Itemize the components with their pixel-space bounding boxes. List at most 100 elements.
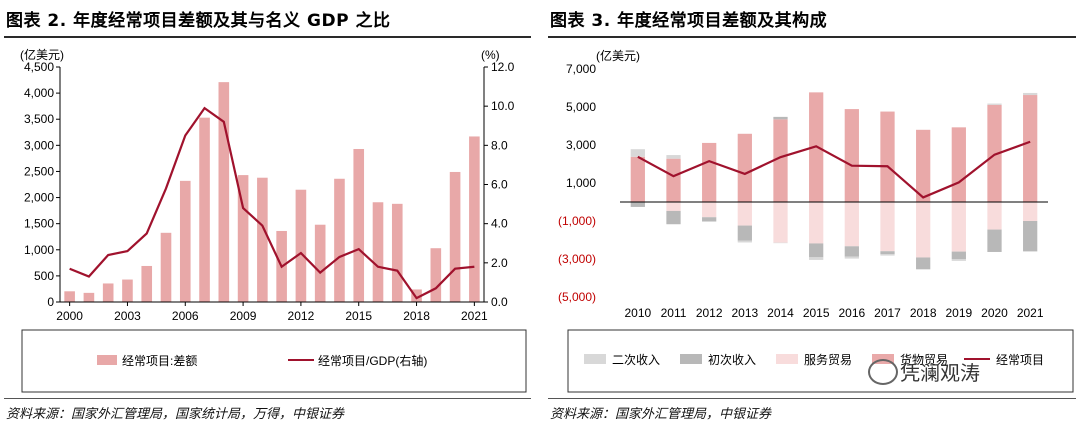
right-y-tick-label: (5,000) xyxy=(558,290,596,304)
left-legend-bar-swatch xyxy=(97,355,117,365)
left-x-tick-label: 2003 xyxy=(114,309,141,323)
right-bar-primary-income-2012 xyxy=(702,217,717,221)
right-x-tick-label: 2013 xyxy=(731,306,758,320)
left-y-tick-label: 3,000 xyxy=(24,138,54,152)
left-x-tick-label: 2015 xyxy=(345,309,372,323)
wechat-icon xyxy=(868,359,898,385)
right-bar-secondary-income-2010 xyxy=(630,149,645,157)
right-bar-goods-2010 xyxy=(630,156,645,202)
right-x-tick-label: 2016 xyxy=(838,306,865,320)
right-bar-goods-2017 xyxy=(880,111,895,202)
right-current-account-line xyxy=(637,140,1031,199)
left-bar-2000 xyxy=(64,291,75,302)
right-bar-secondary-income-2011 xyxy=(666,155,681,159)
left-y2-tick-label: 4.0 xyxy=(491,217,508,231)
right-legend-label-primary: 初次收入 xyxy=(708,353,756,367)
right-chart: (亿美元) (5,000) (3,000) (1,000) 1,000 3,000 5,0… xyxy=(558,48,1074,393)
left-y2-tick-label: 8.0 xyxy=(491,138,508,152)
right-bar-primary-income-2011 xyxy=(666,210,681,225)
left-y-tick-label: 3,500 xyxy=(24,112,54,126)
left-y2-tick-label: 10.0 xyxy=(491,99,515,113)
right-bar-secondary-income-2012 xyxy=(702,221,717,222)
right-bar-secondary-income-2019 xyxy=(951,259,966,261)
right-bar-services-2020 xyxy=(987,202,1002,230)
right-bar-services-2021 xyxy=(1023,202,1038,221)
left-bar-2004 xyxy=(141,265,153,302)
right-bar-primary-income-2013 xyxy=(737,225,752,241)
left-bar-2007 xyxy=(199,117,210,303)
left-y-tick-label: 4,000 xyxy=(24,86,54,100)
watermark: 凭澜观涛 xyxy=(900,361,980,385)
right-x-tick-label: 2015 xyxy=(803,306,830,320)
left-bar-2013 xyxy=(314,224,326,302)
right-bar-services-2014 xyxy=(773,202,788,243)
right-x-tick-label: 2021 xyxy=(1017,306,1044,320)
left-legend-bar-label: 经常项目:差额 xyxy=(122,354,197,368)
right-bar-secondary-income-2018 xyxy=(916,269,931,270)
left-source: 资料来源：国家外汇管理局，国家统计局，万得，中银证券 xyxy=(6,407,345,422)
right-legend-swatch-primary xyxy=(680,354,702,364)
left-bar-2001 xyxy=(83,292,95,302)
left-bar-2015 xyxy=(353,148,365,302)
left-bar-2016 xyxy=(372,202,384,302)
left-bar-2014 xyxy=(334,178,345,302)
right-bar-services-2012 xyxy=(702,202,717,218)
right-bar-primary-income-2021 xyxy=(1023,221,1038,252)
left-title-rule xyxy=(4,36,531,38)
left-y2-unit: (%) xyxy=(481,48,500,62)
right-bar-primary-income-2016 xyxy=(844,246,859,257)
right-bar-primary-income-2018 xyxy=(916,257,931,270)
right-y-tick-label: 7,000 xyxy=(566,62,596,76)
right-bar-primary-income-2010 xyxy=(630,202,645,207)
left-y2-tick-label: 6.0 xyxy=(491,178,508,192)
left-y2-tick-label: 2.0 xyxy=(491,256,508,270)
left-y-tick-label: 4,500 xyxy=(24,60,54,74)
left-x-tick-label: 2006 xyxy=(172,309,199,323)
right-legend-label-secondary: 二次收入 xyxy=(612,353,660,367)
right-bar-goods-2019 xyxy=(951,127,966,202)
left-y-tick-label: 2,500 xyxy=(24,164,54,178)
left-bar-2019 xyxy=(430,248,442,302)
right-bar-secondary-income-2020 xyxy=(987,103,1002,105)
right-x-tick-label: 2014 xyxy=(767,306,794,320)
right-bar-goods-2012 xyxy=(702,142,717,202)
left-bar-2021 xyxy=(469,136,480,302)
right-legend-box xyxy=(567,329,1074,393)
left-y-tick-label: 1,000 xyxy=(24,243,54,257)
left-bar-2008 xyxy=(218,82,230,303)
right-y-tick-label: 3,000 xyxy=(566,138,596,152)
right-bar-goods-2013 xyxy=(737,133,752,202)
right-y-unit: (亿美元) xyxy=(596,48,640,63)
right-source: 资料来源：国家外汇管理局，中银证券 xyxy=(550,407,772,422)
right-bar-primary-income-2015 xyxy=(809,243,824,258)
right-y-tick-label: (1,000) xyxy=(558,214,596,228)
right-x-tick-label: 2017 xyxy=(874,306,901,320)
left-bar-2006 xyxy=(179,180,191,302)
left-y-tick-label: 0 xyxy=(47,295,54,309)
right-bar-goods-2014 xyxy=(773,119,788,202)
right-bar-goods-2018 xyxy=(916,129,931,202)
right-chart-title: 图表 3. 年度经常项目差额及其构成 xyxy=(550,11,828,31)
right-bar-primary-income-2020 xyxy=(987,229,1002,252)
right-legend-swatch-services xyxy=(776,354,798,364)
left-legend-line-label: 经常项目/GDP(右轴) xyxy=(318,353,427,368)
left-y-tick-label: 500 xyxy=(34,269,54,283)
right-bar-goods-2021 xyxy=(1023,95,1038,202)
right-source-rule xyxy=(548,398,1076,399)
left-bar-2002 xyxy=(102,283,114,302)
right-bar-services-2017 xyxy=(880,202,895,252)
right-bar-services-2016 xyxy=(844,202,859,247)
right-legend-label-ca: 经常项目 xyxy=(996,353,1044,367)
right-x-tick-label: 2019 xyxy=(945,306,972,320)
right-title-rule xyxy=(548,36,1076,38)
left-y2-tick-label: 0.0 xyxy=(491,295,508,309)
right-x-tick-label: 2018 xyxy=(910,306,937,320)
right-bar-secondary-income-2014 xyxy=(773,242,788,244)
right-bar-goods-2020 xyxy=(987,104,1002,202)
left-y2-tick-label: 12.0 xyxy=(491,60,515,74)
left-x-tick-label: 2012 xyxy=(288,309,315,323)
left-bar-2003 xyxy=(122,279,133,302)
right-x-tick-label: 2011 xyxy=(661,306,687,320)
right-y-tick-label: 5,000 xyxy=(566,100,596,114)
left-chart: (亿美元) (%) 0 500 1,000 1,500 2,000 2,500 3,000 3… xyxy=(20,47,527,393)
